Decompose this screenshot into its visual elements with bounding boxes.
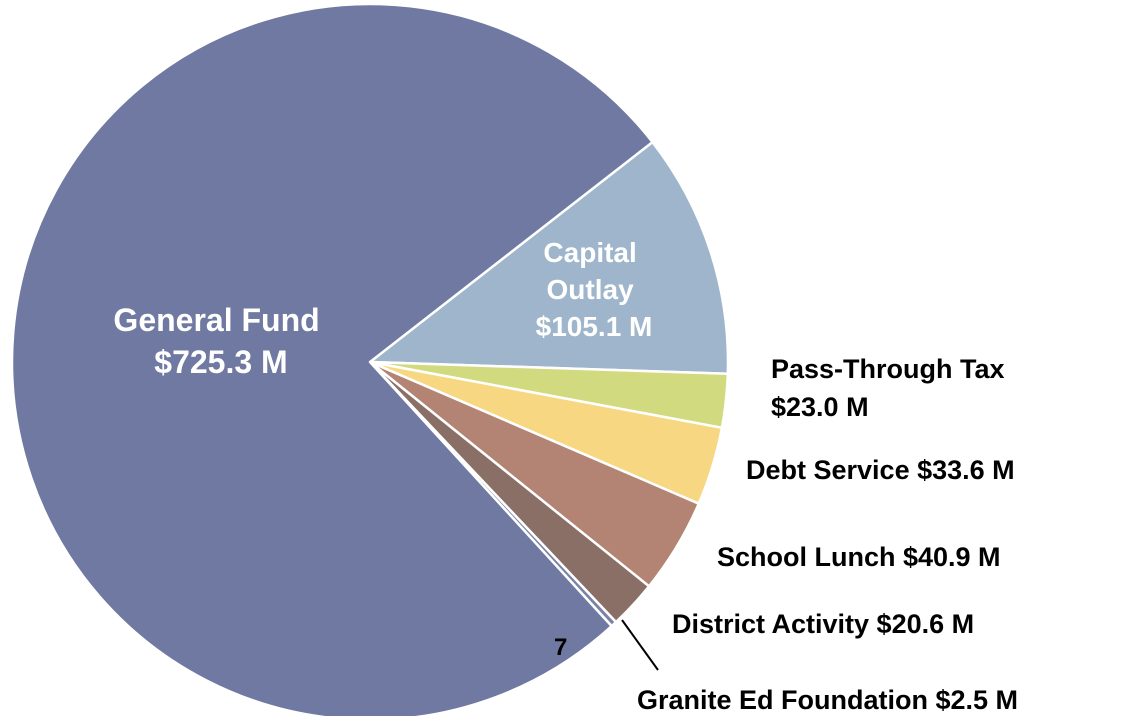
label-pass-through-value: $23.0 M <box>771 392 869 422</box>
page-number: 7 <box>554 634 567 661</box>
label-school-lunch: School Lunch $40.9 M <box>717 542 1001 572</box>
pie-slice-general-fund <box>10 2 654 716</box>
pie-slice-capital-outlay <box>368 140 730 376</box>
label-capital-outlay: Capital Outlay $105.1 M <box>536 237 653 342</box>
label-debt-service: Debt Service $33.6 M <box>746 455 1015 485</box>
label-pass-through-tax: Pass-Through Tax $23.0 M <box>771 354 1012 422</box>
label-capital-outlay-line2: Outlay <box>547 274 635 305</box>
granite-ed-leader-line <box>621 619 659 671</box>
label-granite-ed-foundation: Granite Ed Foundation $2.5 M <box>637 685 1018 715</box>
label-capital-outlay-line1: Capital <box>543 237 636 268</box>
label-general-fund: General Fund $725.3 M <box>113 302 328 380</box>
label-general-fund-value: $725.3 M <box>154 344 287 380</box>
label-capital-outlay-value: $105.1 M <box>536 311 653 342</box>
label-general-fund-name: General Fund <box>113 302 319 338</box>
label-pass-through-name: Pass-Through Tax <box>771 354 1005 384</box>
pie-slices <box>10 2 730 716</box>
label-district-activity: District Activity $20.6 M <box>672 609 974 639</box>
